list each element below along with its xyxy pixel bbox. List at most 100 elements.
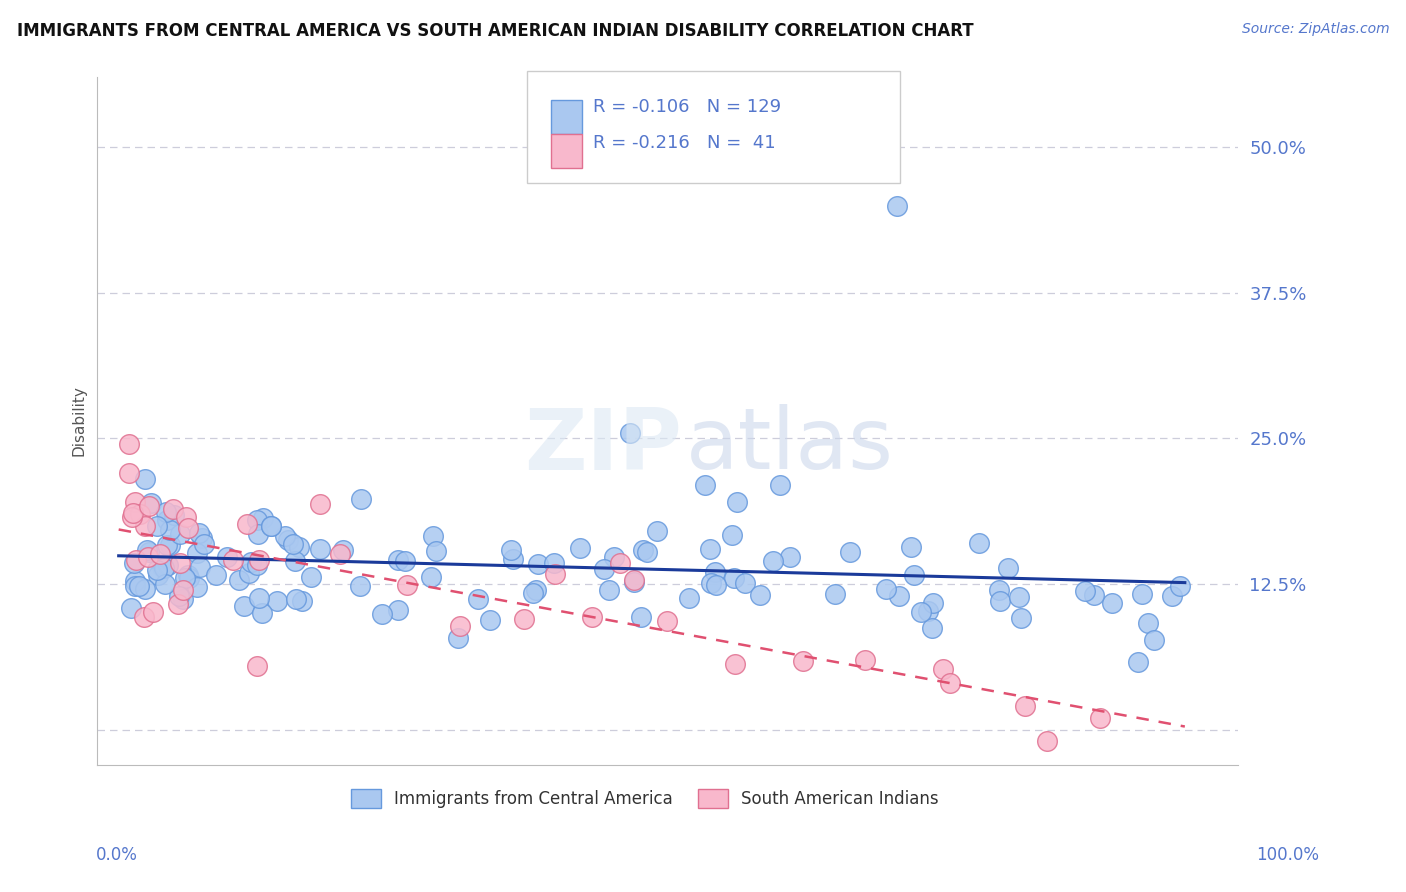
Point [159, 538, 181, 552]
Point [153, 561, 176, 575]
Point [250, 606, 273, 620]
Point [284, 554, 307, 568]
Point [875, 582, 897, 596]
Point [704, 578, 727, 592]
Point [921, 621, 943, 635]
Point [233, 599, 256, 613]
Point [246, 658, 269, 673]
Point [247, 553, 270, 567]
Text: R = -0.106   N = 129: R = -0.106 N = 129 [593, 98, 782, 116]
Point [247, 527, 270, 541]
Point [387, 553, 409, 567]
Text: R = -0.216   N =  41: R = -0.216 N = 41 [593, 134, 776, 152]
Point [1088, 711, 1111, 725]
Point [121, 509, 143, 524]
Point [1137, 615, 1160, 630]
Point [153, 577, 176, 591]
Point [162, 501, 184, 516]
Point [598, 582, 620, 597]
Point [447, 632, 470, 646]
Point [274, 529, 297, 543]
Point [721, 528, 744, 542]
Point [228, 573, 250, 587]
Point [350, 492, 373, 507]
Point [150, 559, 173, 574]
Point [544, 567, 567, 582]
Point [394, 554, 416, 568]
Point [120, 601, 142, 615]
Point [145, 563, 167, 577]
Point [630, 609, 652, 624]
Point [723, 571, 745, 585]
Point [236, 516, 259, 531]
Point [387, 603, 409, 617]
Point [655, 615, 678, 629]
Point [146, 518, 169, 533]
Point [174, 571, 197, 585]
Point [124, 574, 146, 588]
Point [723, 657, 745, 671]
Point [138, 545, 160, 559]
Point [623, 573, 645, 587]
Point [188, 560, 211, 574]
Point [172, 592, 194, 607]
Point [246, 558, 269, 573]
Point [636, 544, 658, 558]
Point [522, 585, 544, 599]
Point [693, 478, 716, 492]
Point [240, 555, 263, 569]
Point [138, 549, 160, 564]
Point [513, 612, 536, 626]
Point [1083, 588, 1105, 602]
Point [619, 425, 641, 440]
Point [524, 583, 547, 598]
Point [886, 198, 908, 212]
Point [1074, 584, 1097, 599]
Text: 100.0%: 100.0% [1256, 846, 1319, 863]
Point [128, 579, 150, 593]
Point [422, 529, 444, 543]
Point [419, 570, 441, 584]
Point [479, 613, 502, 627]
Point [779, 550, 801, 565]
Point [191, 532, 214, 546]
Point [1010, 611, 1032, 625]
Point [910, 605, 932, 619]
Point [987, 583, 1010, 598]
Point [285, 592, 308, 607]
Point [967, 536, 990, 550]
Point [1008, 591, 1031, 605]
Point [288, 541, 311, 555]
Point [152, 558, 174, 573]
Point [186, 581, 208, 595]
Point [917, 604, 939, 618]
Point [125, 553, 148, 567]
Point [792, 654, 814, 668]
Point [157, 558, 180, 572]
Point [932, 662, 955, 676]
Point [1035, 734, 1057, 748]
Point [633, 542, 655, 557]
Point [308, 497, 330, 511]
Point [291, 594, 314, 608]
Point [176, 510, 198, 524]
Point [425, 543, 447, 558]
Point [922, 596, 945, 610]
Point [748, 588, 770, 602]
Point [176, 520, 198, 534]
Point [155, 505, 177, 519]
Point [167, 597, 190, 611]
Point [156, 538, 179, 552]
Point [501, 543, 523, 558]
Point [222, 553, 245, 567]
Point [725, 495, 748, 509]
Point [526, 557, 548, 571]
Point [159, 523, 181, 537]
Point [939, 676, 962, 690]
Point [204, 568, 226, 582]
Point [988, 594, 1011, 608]
Point [645, 524, 668, 538]
Point [853, 653, 876, 667]
Point [156, 512, 179, 526]
Point [704, 565, 727, 579]
